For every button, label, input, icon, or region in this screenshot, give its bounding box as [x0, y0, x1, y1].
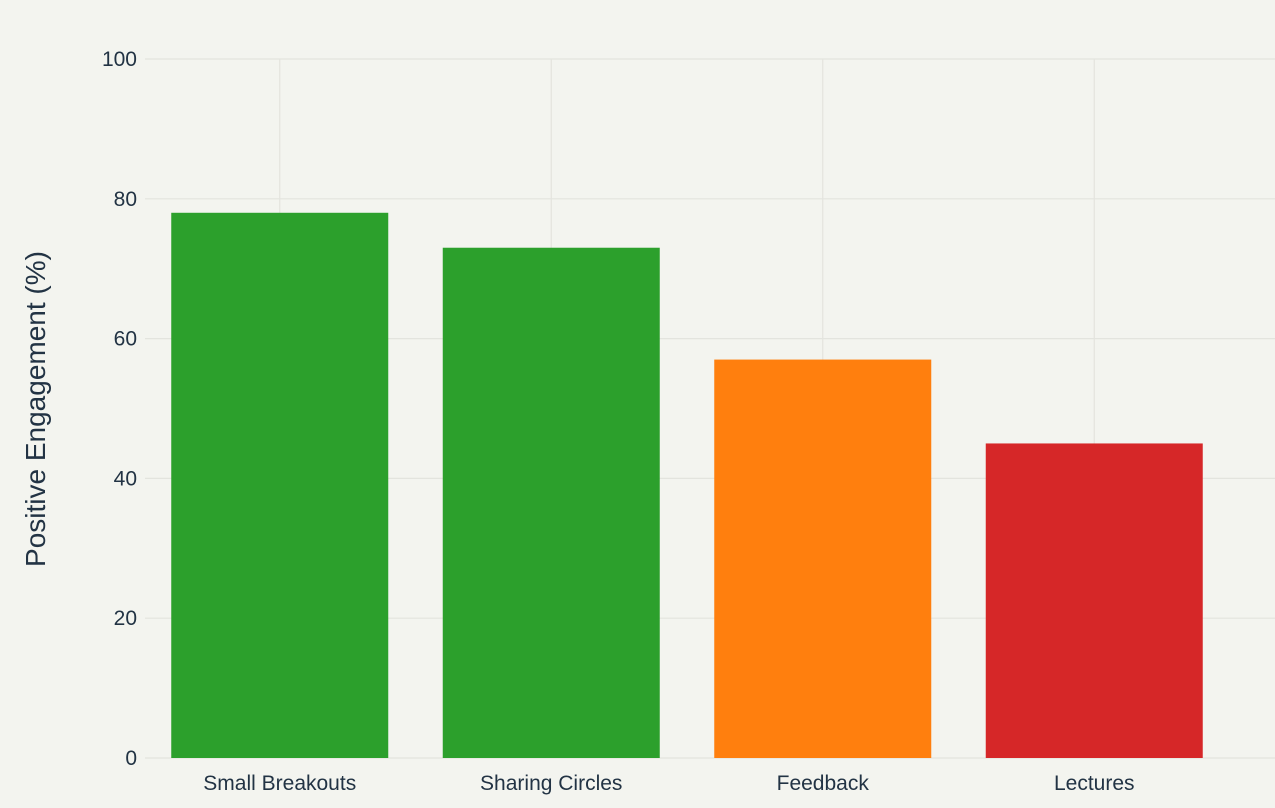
- x-tick-label: Lectures: [1054, 772, 1135, 795]
- y-axis-ticks: 0 20 40 60 80 100: [102, 48, 137, 770]
- bars: [171, 212, 1203, 759]
- y-tick-label: 40: [114, 467, 137, 490]
- y-tick-label: 80: [114, 188, 137, 211]
- y-axis-title: Positive Engagement (%): [20, 251, 51, 567]
- bar: [714, 359, 932, 758]
- x-tick-label: Small Breakouts: [203, 772, 356, 795]
- bar: [985, 443, 1203, 758]
- y-tick-label: 100: [102, 48, 137, 71]
- y-tick-label: 20: [114, 607, 137, 630]
- x-axis-ticks: Small Breakouts Sharing Circles Feedback Le…: [203, 772, 1134, 795]
- x-tick-label: Feedback: [777, 772, 870, 795]
- y-tick-label: 0: [125, 747, 137, 770]
- y-tick-label: 60: [114, 328, 137, 351]
- bar: [442, 247, 660, 759]
- x-tick-label: Sharing Circles: [480, 772, 622, 795]
- bar: [171, 212, 389, 758]
